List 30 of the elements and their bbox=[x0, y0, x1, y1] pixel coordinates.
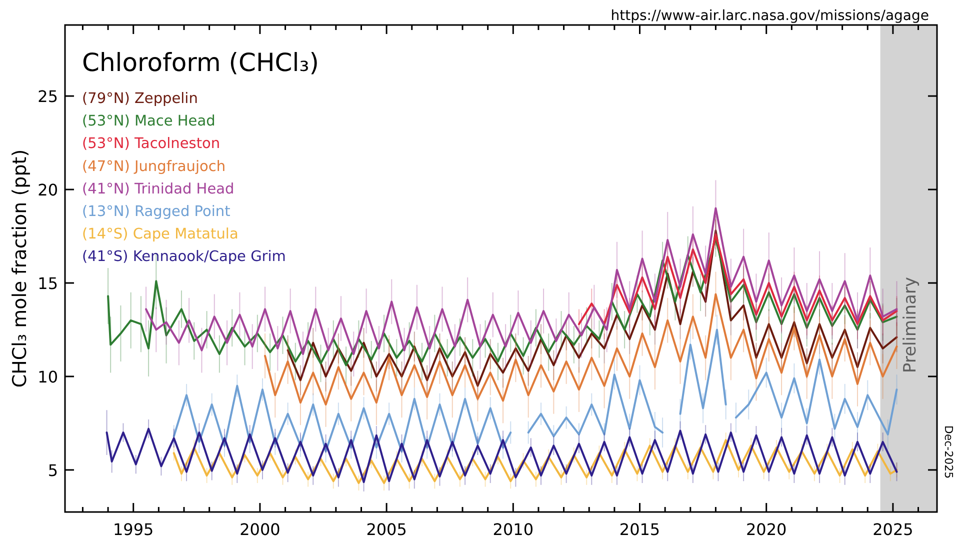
y-tick-label: 10 bbox=[38, 367, 58, 386]
text: (13°N) Ragged Point bbox=[82, 204, 231, 220]
line-series bbox=[264, 293, 898, 406]
text: Dec-2025 bbox=[942, 425, 955, 479]
line-series bbox=[578, 233, 898, 326]
text: (79°N) Zeppelin bbox=[82, 91, 198, 107]
y-tick-label: 15 bbox=[38, 274, 58, 293]
x-tick-label: 1995 bbox=[113, 520, 154, 539]
text: Chloroform (CHCl₃) bbox=[82, 48, 319, 77]
line-series bbox=[106, 428, 898, 484]
x-tick-label: 2015 bbox=[619, 520, 660, 539]
text: (53°N) Tacolneston bbox=[82, 136, 220, 152]
line-series bbox=[172, 439, 898, 484]
x-tick-label: 2010 bbox=[492, 520, 534, 539]
y-axis-title: CHCl₃ mole fraction (ppt) bbox=[9, 149, 31, 388]
x-tick-label: 2020 bbox=[746, 520, 787, 539]
y-tick-label: 20 bbox=[38, 180, 58, 200]
text: (47°N) Jungfraujoch bbox=[82, 158, 226, 175]
line-series bbox=[286, 230, 898, 387]
x-tick-label: 2025 bbox=[872, 520, 914, 539]
y-tick-label: 5 bbox=[48, 460, 58, 480]
text: (14°S) Cape Matatula bbox=[82, 226, 238, 243]
text: https://www-air.larc.nasa.gov/missions/agage bbox=[610, 8, 929, 24]
text: (53°N) Mace Head bbox=[82, 114, 216, 130]
x-tick-label: 2005 bbox=[366, 520, 407, 539]
text: (41°N) Trinidad Head bbox=[82, 181, 234, 198]
x-tick-label: 2000 bbox=[240, 520, 280, 539]
y-tick-label: 25 bbox=[38, 87, 58, 106]
band-label: Preliminary bbox=[900, 277, 921, 373]
text: (41°S) Kennaook/Cape Grim bbox=[82, 249, 286, 266]
